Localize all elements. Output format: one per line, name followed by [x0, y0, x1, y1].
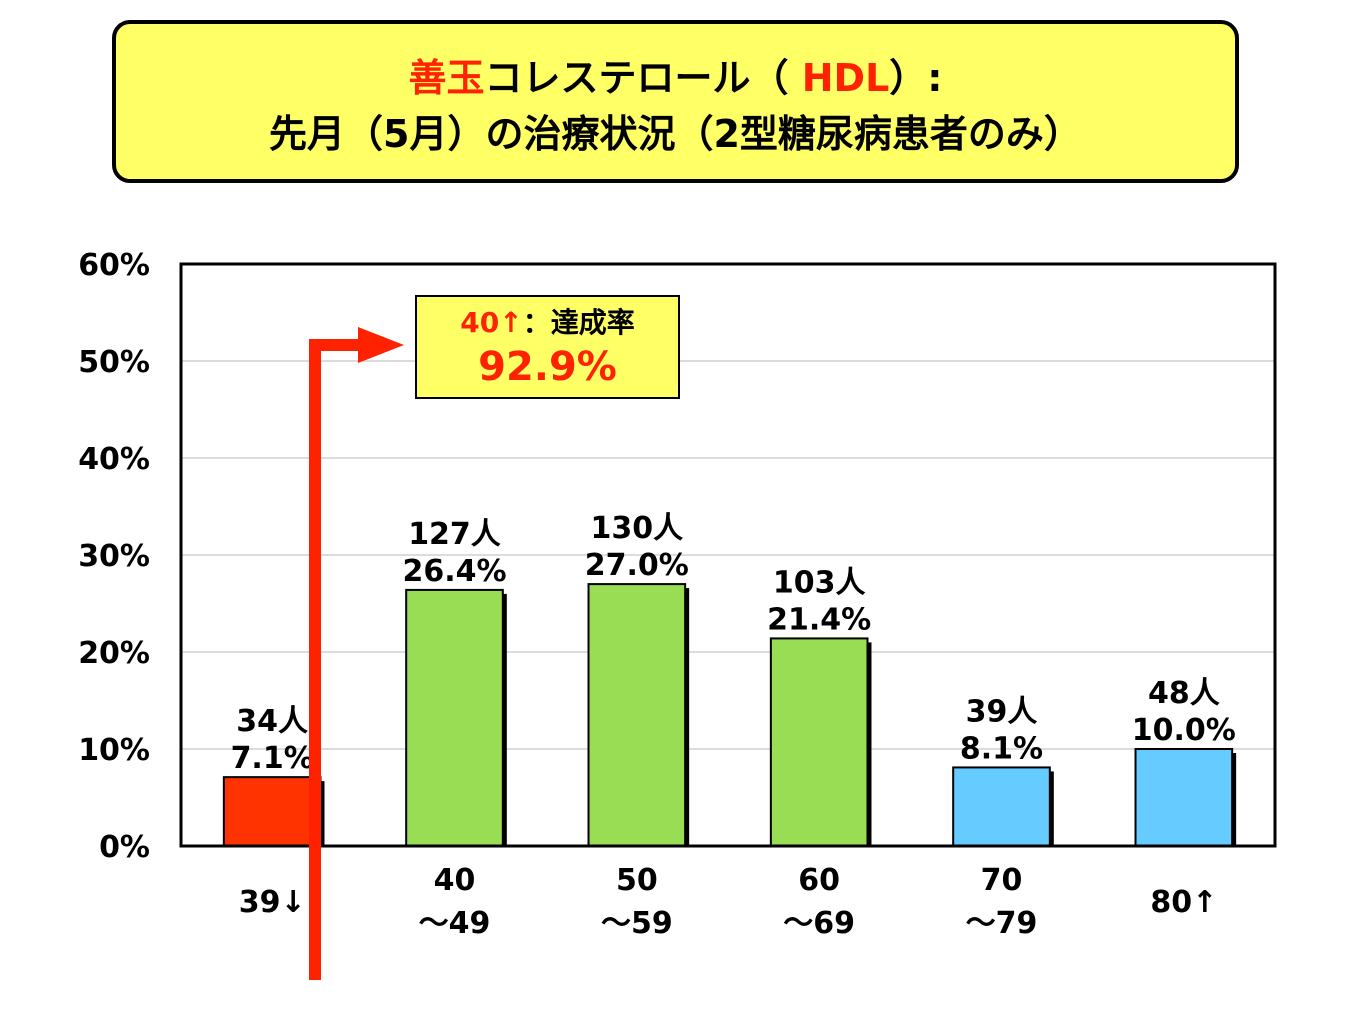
bar-group [587, 583, 690, 847]
title-box: 善玉コレステロール（ HDL）: 先月（5月）の治療状況（2型糖尿病患者のみ） [112, 20, 1239, 183]
data-label-percent: 26.4% [402, 554, 506, 589]
data-label-percent: 27.0% [585, 548, 689, 583]
title-line-2: 先月（5月）の治療状況（2型糖尿病患者のみ） [269, 112, 1082, 156]
data-label-count: 34人 [236, 704, 308, 739]
bar [769, 637, 869, 847]
x-tick-label: ～59 [601, 906, 673, 941]
achievement-rate-label: 40↑：達成率 [417, 297, 678, 343]
x-tick-label: 40 [434, 863, 476, 898]
bar-group [952, 766, 1054, 847]
x-tick-label: 50 [616, 863, 658, 898]
title-red-text: 善玉 [408, 56, 485, 100]
y-tick-label: 30% [78, 539, 150, 574]
bars-layer [222, 583, 1237, 848]
title-mid-text: コレステロール（ [484, 56, 802, 100]
x-tick-label: ～49 [419, 906, 491, 941]
x-tick-label: 60 [798, 863, 840, 898]
achievement-rate-box: 40↑：達成率 92.9% [415, 295, 680, 399]
arrow-head [358, 327, 404, 363]
bar-group [222, 776, 325, 848]
arrow-horizontal-line [309, 339, 365, 351]
data-label-count: 103人 [773, 565, 866, 600]
bar [1134, 748, 1234, 847]
bar-group [1134, 748, 1237, 847]
data-label-count: 48人 [1148, 676, 1220, 711]
bar-group [405, 588, 507, 847]
arrow-vertical-line [309, 339, 321, 980]
x-tick-label: 70 [981, 863, 1023, 898]
data-label-count: 127人 [408, 517, 501, 552]
data-label-count: 39人 [966, 694, 1038, 729]
bar [952, 766, 1051, 847]
y-tick-label: 60% [78, 248, 150, 283]
bar [587, 583, 687, 847]
achievement-threshold: 40↑ [460, 306, 523, 339]
axis-layer: 0% 10% 20% 30% 40% 50% 60% 39↓ 40 ～49 50 ～59 60 ～69 70… [78, 248, 1277, 941]
y-tick-label: 50% [78, 345, 150, 380]
achievement-label-text: ：達成率 [522, 306, 635, 339]
data-label-percent: 7.1% [231, 741, 314, 776]
grid-layer [181, 360, 1275, 750]
x-tick-label: 39↓ [239, 885, 306, 920]
achievement-rate-value: 92.9% [478, 344, 617, 390]
x-tick-label: ～79 [966, 906, 1038, 941]
data-label-percent: 10.0% [1132, 713, 1236, 748]
title-line-1: 善玉コレステロール（ HDL）: [116, 50, 1235, 106]
bar [222, 776, 322, 848]
data-label-percent: 21.4% [767, 602, 871, 637]
bar-group [769, 637, 872, 847]
y-tick-label: 10% [78, 733, 150, 768]
bar [405, 588, 504, 847]
plot-frame [179, 262, 1277, 848]
title-end-text: ）: [889, 56, 943, 100]
title-hdl-text: HDL [801, 56, 890, 100]
y-tick-label: 20% [78, 636, 150, 671]
y-tick-label: 40% [78, 442, 150, 477]
data-label-percent: 8.1% [960, 731, 1043, 766]
data-label-count: 130人 [591, 511, 684, 546]
x-tick-label: ～69 [783, 906, 855, 941]
y-tick-label: 0% [99, 830, 150, 865]
x-tick-label: 80↑ [1150, 885, 1217, 920]
achievement-arrow [309, 327, 404, 980]
